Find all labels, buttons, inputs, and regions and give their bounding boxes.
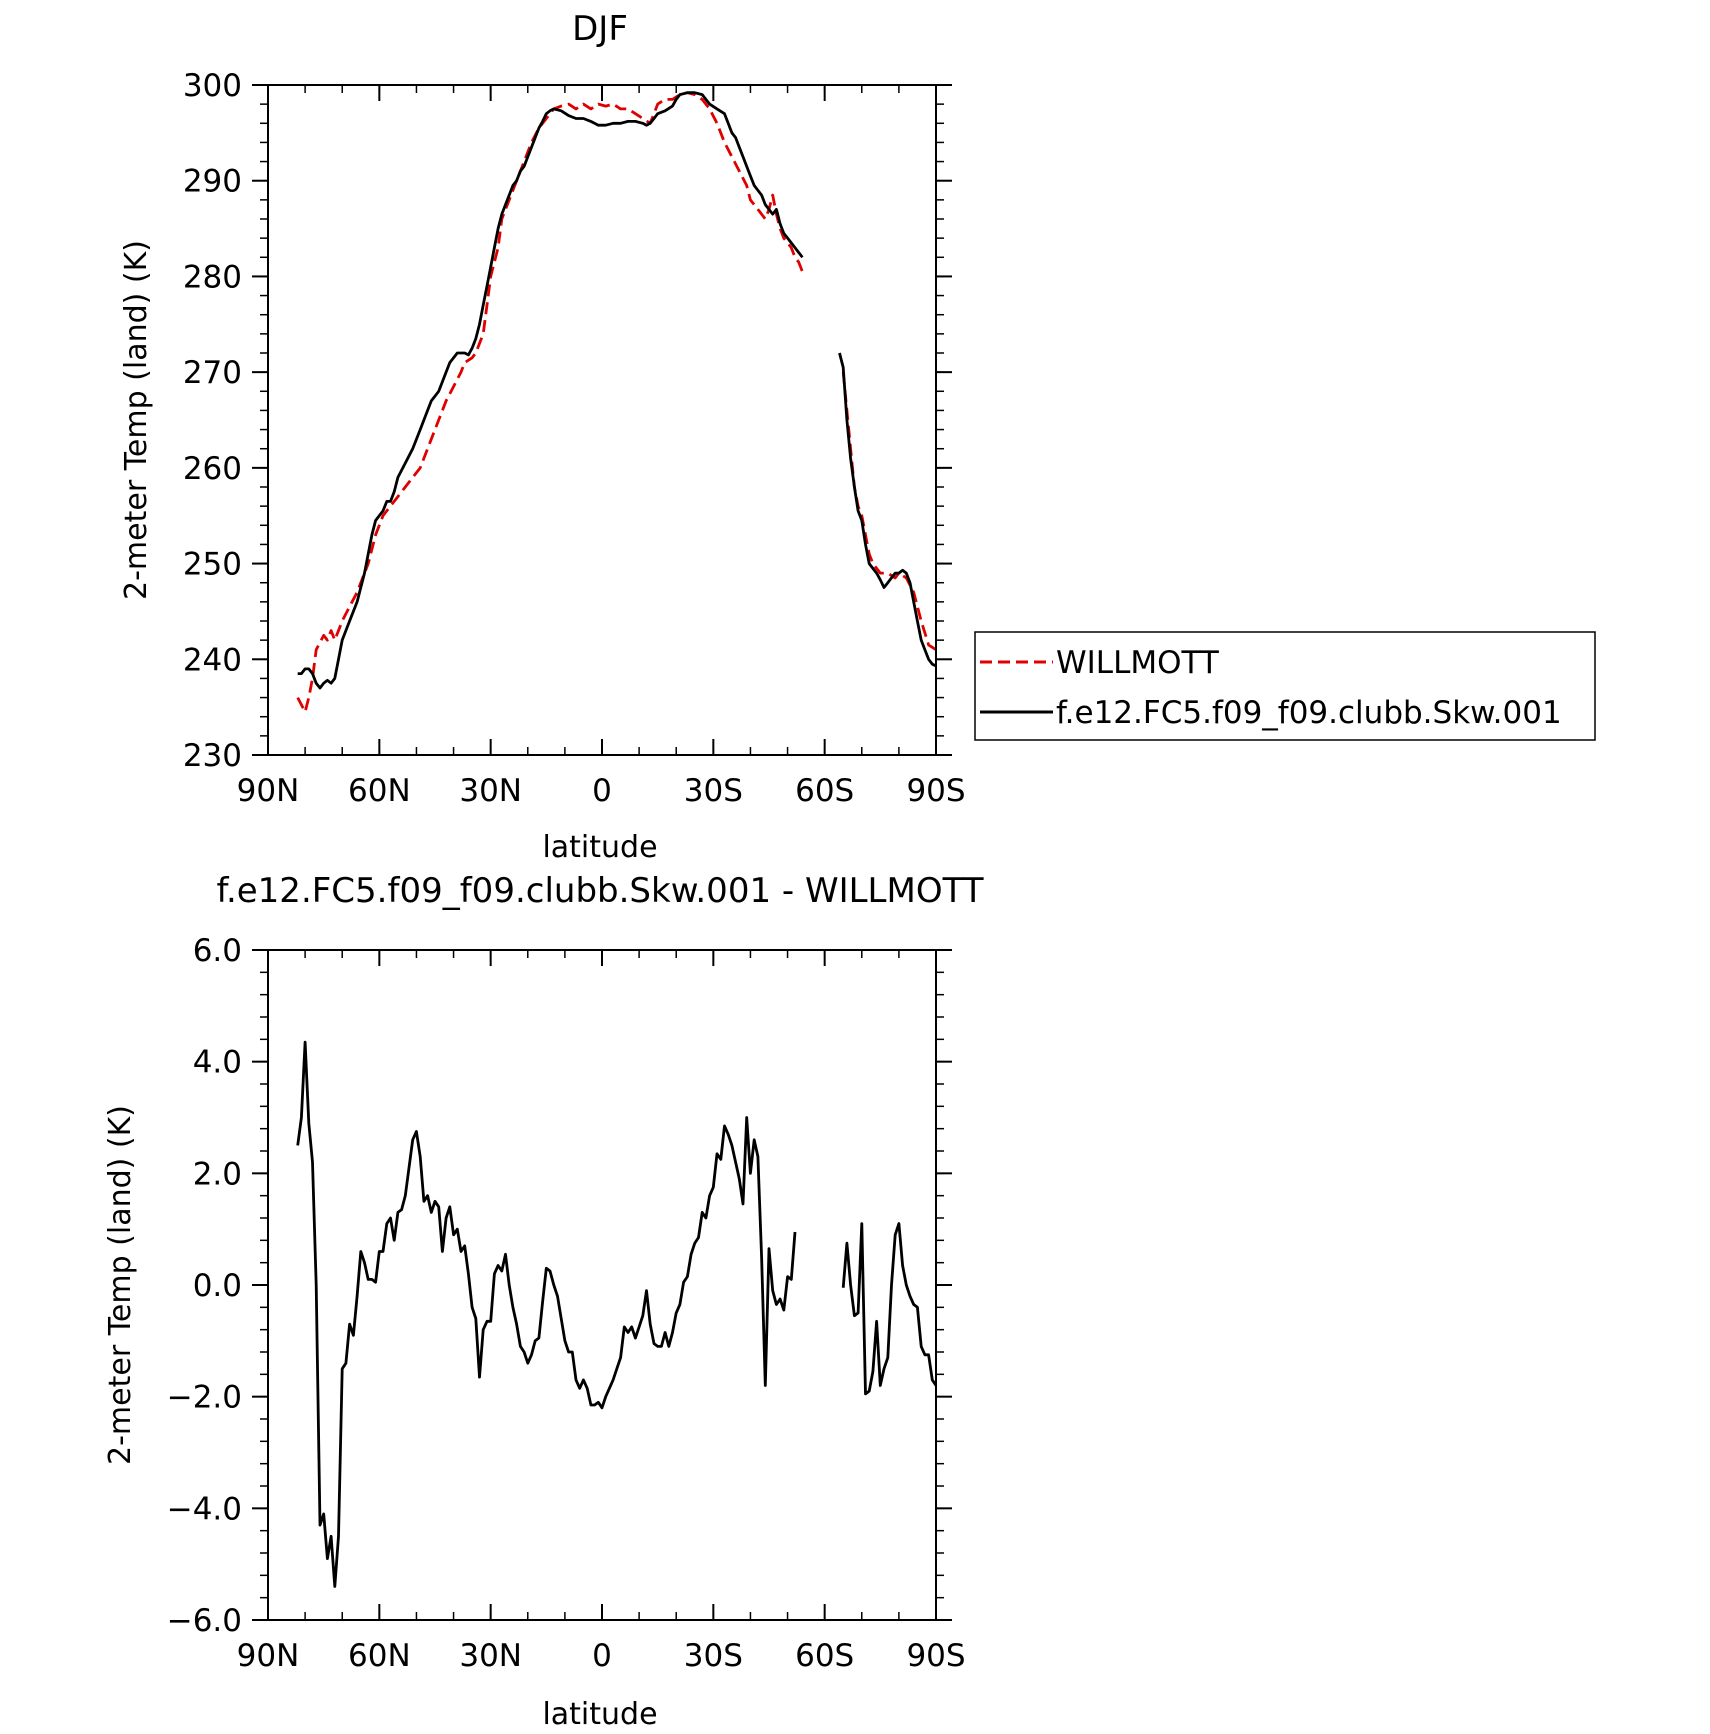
top-ytick-label: 250	[183, 547, 242, 583]
bottom-xtick-label: 30N	[459, 1638, 522, 1674]
bottom-ytick-label: −6.0	[167, 1603, 242, 1639]
bottom-xtick-label: 30S	[684, 1638, 743, 1674]
top-chart-title: DJF	[572, 9, 628, 49]
bottom-xtick-label: 60N	[348, 1638, 411, 1674]
top-ytick-label: 260	[183, 451, 242, 487]
bottom-chart-ylabel: 2-meter Temp (land) (K)	[103, 1105, 138, 1465]
top-chart-series-group	[296, 91, 937, 714]
top-series-0-segment-0	[296, 91, 804, 714]
bottom-ytick-label: −2.0	[167, 1380, 242, 1416]
bottom-chart-ticks: 90N 60N 30N 0 30S 60S 90S −6.0 −4.0 −2.0 0.0 2.0 4.0…	[167, 933, 966, 1674]
top-ytick-label: 270	[183, 355, 242, 391]
bottom-chart-series-group	[296, 1040, 938, 1588]
bottom-xtick-label: 90S	[906, 1638, 965, 1674]
legend: WILLMOTT f.e12.FC5.f09_f09.clubb.Skw.001	[974, 631, 1596, 741]
legend-label-willmott: WILLMOTT	[1056, 645, 1220, 681]
top-xtick-label: 90N	[237, 773, 300, 809]
top-xtick-label: 60N	[348, 773, 411, 809]
bottom-chart-xlabel: latitude	[542, 1697, 657, 1732]
top-panel: DJF 90N 60N 30N 0 30S 60S 90S 230 240 250 260 270 28…	[119, 9, 1596, 865]
top-ytick-label: 240	[183, 642, 242, 678]
top-chart-ticks: 90N 60N 30N 0 30S 60S 90S 230 240 250 260 270 280 290…	[183, 68, 966, 809]
bottom-series-0-segment-0	[296, 1040, 797, 1588]
top-chart-xlabel: latitude	[542, 830, 657, 865]
bottom-ytick-label: −4.0	[167, 1491, 242, 1527]
bottom-xtick-label: 0	[592, 1638, 612, 1674]
top-xtick-label: 90S	[906, 773, 965, 809]
bottom-xtick-label: 90N	[237, 1638, 300, 1674]
top-series-1-segment-1	[838, 352, 937, 668]
top-chart-frame	[267, 84, 937, 756]
top-xtick-label: 60S	[795, 773, 854, 809]
bottom-panel: f.e12.FC5.f09_f09.clubb.Skw.001 - WILLMO…	[103, 871, 984, 1732]
top-ytick-label: 230	[183, 738, 242, 774]
bottom-ytick-label: 0.0	[193, 1268, 242, 1304]
bottom-chart-frame	[267, 949, 937, 1621]
bottom-series-0-segment-1	[841, 1222, 938, 1396]
top-ytick-label: 280	[183, 259, 242, 295]
bottom-chart-title: f.e12.FC5.f09_f09.clubb.Skw.001 - WILLMO…	[216, 871, 983, 911]
top-ytick-label: 300	[183, 68, 242, 104]
top-chart-ylabel: 2-meter Temp (land) (K)	[119, 240, 154, 600]
legend-box	[974, 631, 1596, 741]
top-ytick-label: 290	[183, 164, 242, 200]
bottom-ytick-label: 4.0	[193, 1045, 242, 1081]
bottom-ytick-label: 2.0	[193, 1156, 242, 1192]
top-xtick-label: 30S	[684, 773, 743, 809]
top-xtick-label: 30N	[459, 773, 522, 809]
legend-label-model: f.e12.FC5.f09_f09.clubb.Skw.001	[1056, 695, 1562, 731]
top-series-1-segment-0	[297, 91, 804, 690]
bottom-ytick-label: 6.0	[193, 933, 242, 969]
bottom-xtick-label: 60S	[795, 1638, 854, 1674]
top-xtick-label: 0	[592, 773, 612, 809]
